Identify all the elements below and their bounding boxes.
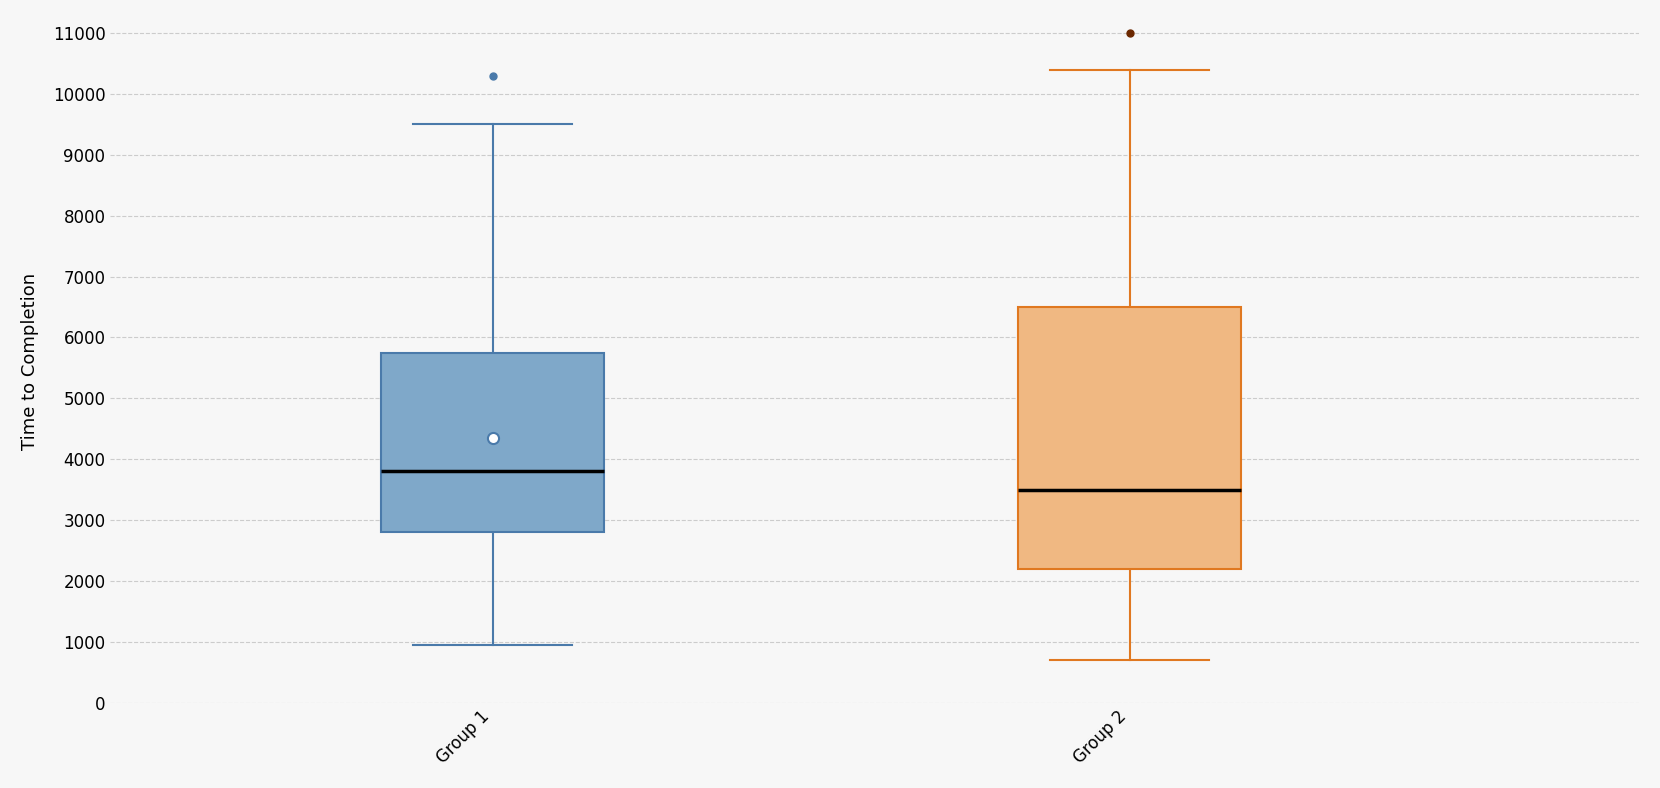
Y-axis label: Time to Completion: Time to Completion bbox=[22, 273, 38, 450]
Bar bbox=[382, 352, 604, 532]
Bar bbox=[1018, 307, 1242, 569]
